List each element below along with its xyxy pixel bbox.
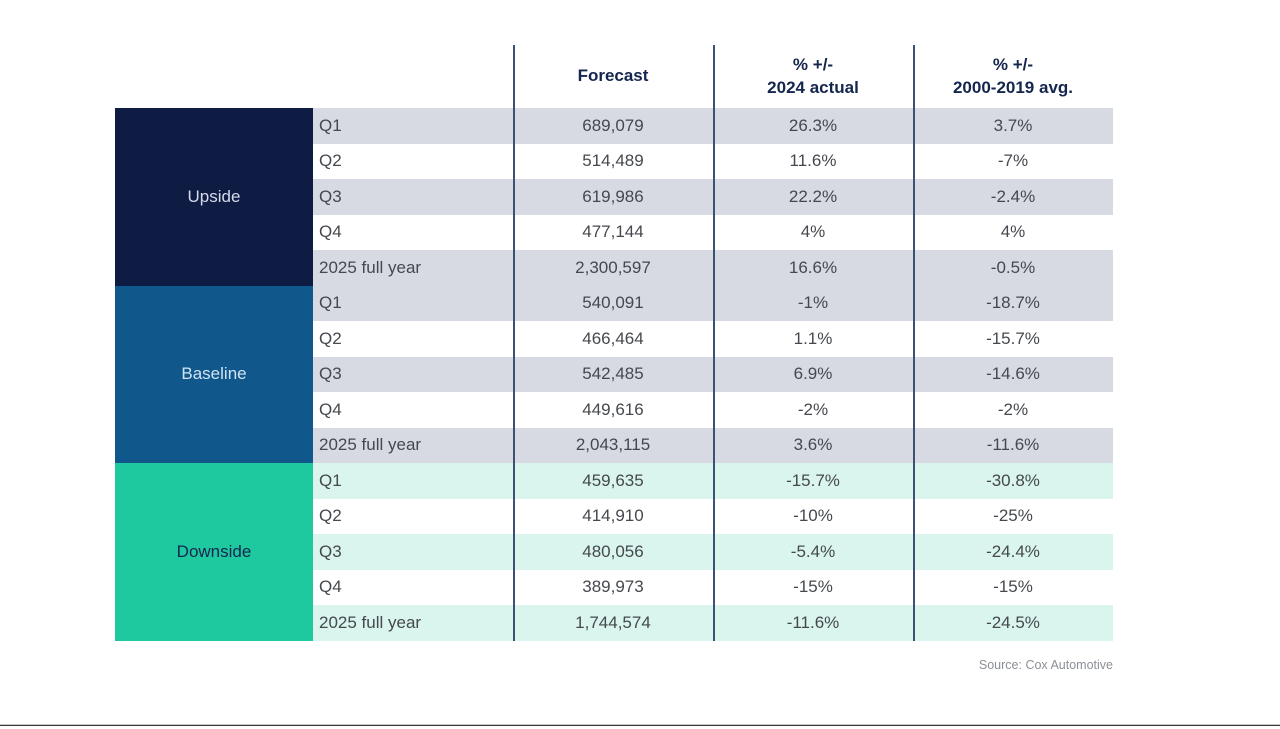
row-label: Q3 xyxy=(319,186,342,206)
cell-pct-2024: 11.6% xyxy=(789,151,837,171)
cell-pct-2024: 26.3% xyxy=(788,115,838,135)
cell-forecast: 480,056 xyxy=(582,541,644,561)
table-row: Q2 414,910 -10% -25% xyxy=(313,499,1113,535)
table-row: Q2 466,464 1.1% -15.7% xyxy=(313,321,1113,357)
table-header: Forecast % +/- 2024 actual % +/- 2000-20… xyxy=(115,45,1113,108)
cell-forecast: 414,910 xyxy=(582,506,644,526)
bottom-divider xyxy=(0,724,1280,726)
cell-forecast: 459,635 xyxy=(582,470,644,490)
cell-pct-avg: -2.4% xyxy=(990,186,1036,206)
header-spacer xyxy=(115,45,513,108)
cell-pct-avg: -0.5% xyxy=(990,257,1036,277)
cell-pct-2024: 1.1% xyxy=(793,328,833,348)
column-header-pct-2024: % +/- 2024 actual xyxy=(767,55,859,97)
cell-pct-avg: -18.7% xyxy=(986,293,1040,313)
column-divider xyxy=(913,45,915,641)
cell-forecast: 477,144 xyxy=(582,222,644,242)
cell-forecast: 389,973 xyxy=(582,577,644,597)
row-label: Q2 xyxy=(319,506,342,526)
cell-pct-2024: 16.6% xyxy=(788,257,838,277)
forecast-table: Forecast % +/- 2024 actual % +/- 2000-20… xyxy=(115,45,1113,641)
cell-pct-avg: -15.7% xyxy=(986,328,1040,348)
row-label: Q4 xyxy=(319,399,342,419)
cell-pct-avg: 4% xyxy=(1000,222,1026,242)
cell-pct-avg: -14.6% xyxy=(986,364,1040,384)
cell-pct-2024: -5.4% xyxy=(790,541,836,561)
table-row: Q4 449,616 -2% -2% xyxy=(313,392,1113,428)
cell-pct-avg: -30.8% xyxy=(986,470,1040,490)
source-attribution: Source: Cox Automotive xyxy=(978,658,1113,672)
cell-pct-2024: 22.2% xyxy=(788,186,838,206)
cell-pct-2024: 4% xyxy=(800,222,826,242)
cell-pct-avg: 3.7% xyxy=(993,115,1033,135)
row-label: Q2 xyxy=(319,328,342,348)
group-label-upside: Upside xyxy=(115,108,313,286)
row-label: 2025 full year xyxy=(319,257,422,277)
row-label: 2025 full year xyxy=(319,435,422,455)
column-divider xyxy=(713,45,715,641)
group-upside: Upside Q1 689,079 26.3% 3.7% Q2 514,489 … xyxy=(115,108,1113,286)
row-label: Q1 xyxy=(319,470,342,490)
row-label: Q3 xyxy=(319,364,342,384)
cell-forecast: 449,616 xyxy=(582,399,644,419)
cell-forecast: 514,489 xyxy=(582,151,644,171)
cell-forecast: 466,464 xyxy=(582,328,644,348)
cell-forecast: 2,043,115 xyxy=(575,435,651,455)
cell-pct-2024: -11.6% xyxy=(786,612,840,632)
cell-forecast: 2,300,597 xyxy=(575,257,651,277)
cell-pct-2024: -2% xyxy=(797,399,829,419)
cell-forecast: 1,744,574 xyxy=(575,612,651,632)
cell-forecast: 542,485 xyxy=(582,364,644,384)
cell-pct-avg: -24.5% xyxy=(986,612,1040,632)
cell-pct-avg: -24.4% xyxy=(986,541,1040,561)
column-header-forecast: Forecast xyxy=(577,66,649,86)
column-header-pct-avg: % +/- 2000-2019 avg. xyxy=(952,55,1074,97)
cell-forecast: 619,986 xyxy=(582,186,644,206)
cell-pct-avg: -11.6% xyxy=(986,435,1040,455)
cell-pct-avg: -2% xyxy=(997,399,1029,419)
row-label: Q1 xyxy=(319,115,342,135)
cell-pct-avg: -25% xyxy=(993,506,1033,526)
group-label-baseline: Baseline xyxy=(115,285,313,463)
row-label: Q3 xyxy=(319,541,342,561)
cell-pct-2024: -15.7% xyxy=(786,470,840,490)
cell-pct-avg: -7% xyxy=(997,151,1029,171)
table-row: Q4 389,973 -15% -15% xyxy=(313,570,1113,606)
row-label: Q2 xyxy=(319,151,342,171)
table-row: Q4 477,144 4% 4% xyxy=(313,215,1113,251)
cell-pct-2024: -10% xyxy=(793,506,833,526)
group-baseline: Baseline Q1 540,091 -1% -18.7% Q2 466,46… xyxy=(115,285,1113,463)
row-label: 2025 full year xyxy=(319,612,422,632)
table-row: Q2 514,489 11.6% -7% xyxy=(313,144,1113,180)
cell-pct-2024: -15% xyxy=(793,577,833,597)
row-label: Q1 xyxy=(319,293,342,313)
cell-pct-2024: -1% xyxy=(797,293,829,313)
group-downside: Downside Q1 459,635 -15.7% -30.8% Q2 414… xyxy=(115,463,1113,641)
cell-pct-2024: 6.9% xyxy=(793,364,833,384)
row-label: Q4 xyxy=(319,577,342,597)
row-label: Q4 xyxy=(319,222,342,242)
group-label-downside: Downside xyxy=(115,463,313,641)
column-divider xyxy=(513,45,515,641)
cell-forecast: 689,079 xyxy=(582,115,644,135)
cell-pct-2024: 3.6% xyxy=(793,435,833,455)
cell-pct-avg: -15% xyxy=(993,577,1033,597)
cell-forecast: 540,091 xyxy=(582,293,644,313)
